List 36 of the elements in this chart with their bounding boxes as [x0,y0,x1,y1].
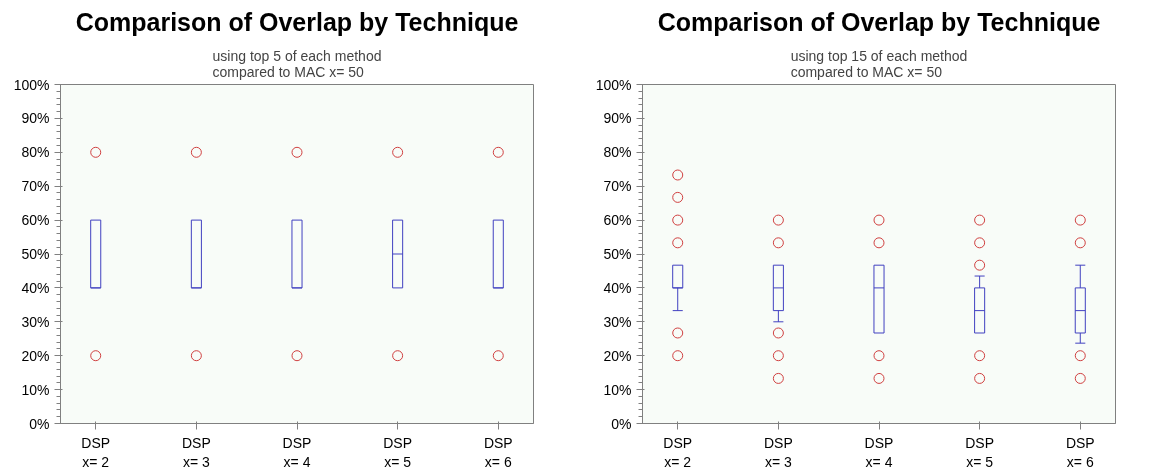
y-tick-label: 60% [21,212,50,229]
x-tick-label: DSP x= 6 [483,434,513,470]
x-tick-label: DSP x= 5 [383,434,413,470]
y-tick-label: 70% [603,178,632,195]
x-tick-label: DSP x= 6 [1065,434,1095,470]
chart-title: Comparison of Overlap by Technique [657,7,1101,36]
x-tick-label: DSP x= 2 [663,434,693,470]
y-tick-label: 10% [21,381,50,398]
y-tick-label: 10% [603,381,632,398]
x-tick-label: DSP x= 5 [965,434,995,470]
y-tick-label: 0% [611,415,632,432]
x-tick-label: DSP x= 2 [81,434,111,470]
y-tick-label: 20% [603,347,632,364]
y-tick-label: 90% [603,110,632,127]
y-tick-label: 100% [13,76,50,93]
y-tick-label: 50% [21,246,50,262]
chart-title: Comparison of Overlap by Technique [75,7,519,36]
y-tick-label: 40% [21,279,50,296]
y-tick-label: 100% [595,76,632,93]
y-tick-label: 20% [21,347,50,364]
y-tick-label: 30% [603,313,632,330]
x-tick-label: DSP x= 4 [282,434,312,470]
y-tick-label: 90% [21,110,50,127]
y-tick-label: 50% [603,246,632,262]
y-tick-label: 70% [21,178,50,195]
y-tick-label: 0% [29,415,50,432]
y-tick-label: 30% [21,313,50,330]
chart-subtitle: using top 15 of each method compared to MAC x= 50 [790,47,968,80]
y-tick-label: 80% [21,144,50,161]
y-tick-label: 80% [603,144,632,161]
chart-subtitle: using top 5 of each method compared to MAC x= 50 [212,47,382,80]
x-tick-label: DSP x= 3 [763,434,793,470]
x-tick-label: DSP x= 4 [864,434,894,470]
y-tick-label: 60% [603,212,632,229]
y-tick-label: 40% [603,279,632,296]
x-tick-label: DSP x= 3 [181,434,211,470]
